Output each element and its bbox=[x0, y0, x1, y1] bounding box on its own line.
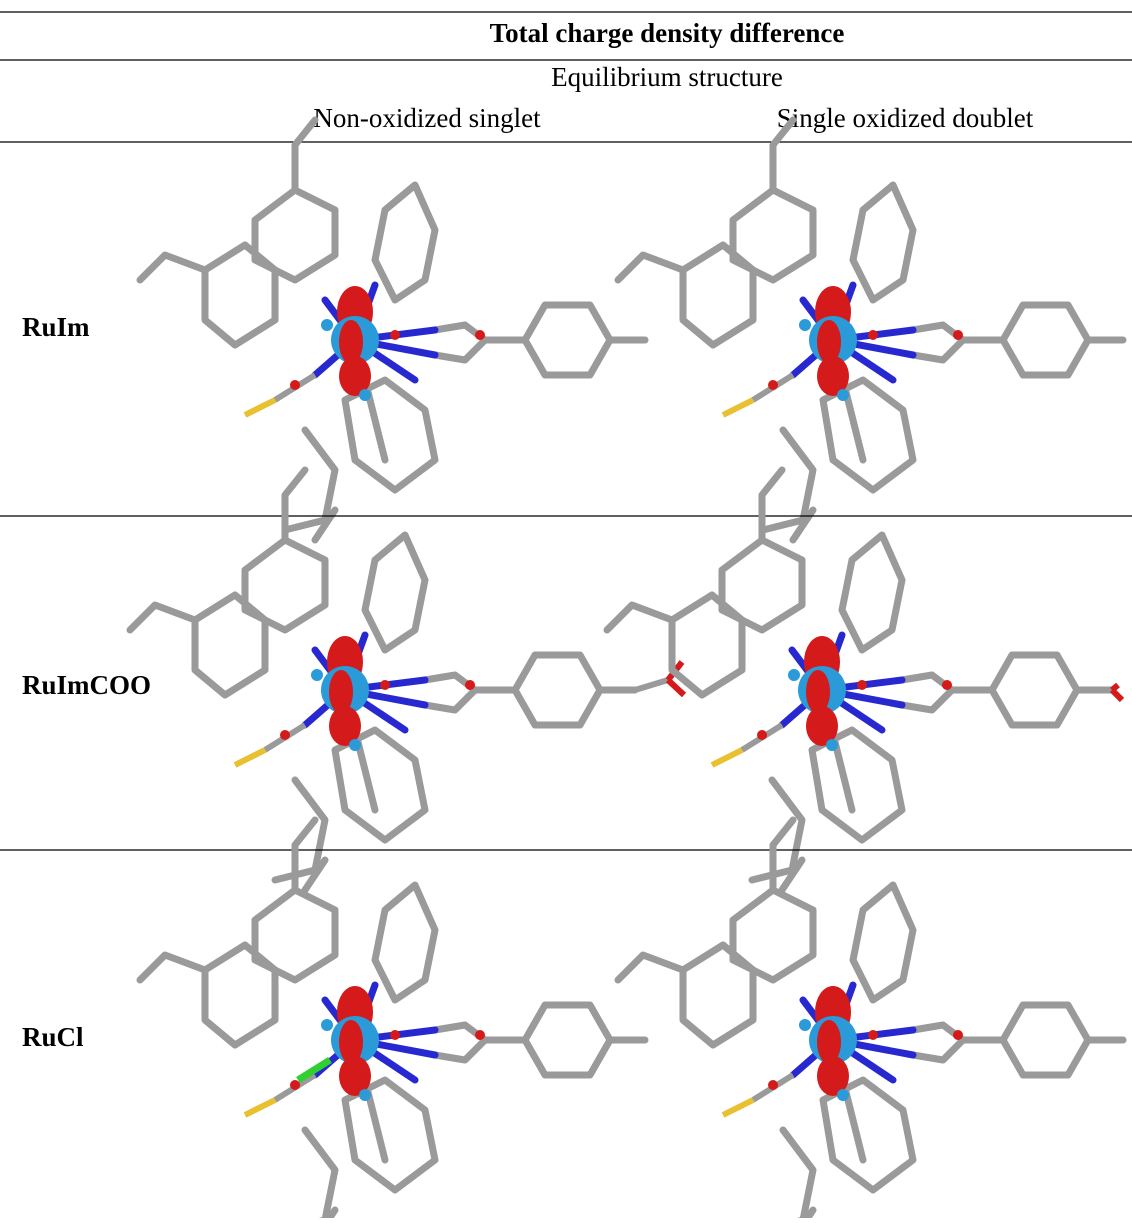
subtitle: Equilibrium structure bbox=[551, 62, 783, 92]
column-header: Single oxidized doublet bbox=[777, 103, 1034, 133]
molecule-image bbox=[140, 820, 645, 1218]
molecule-image bbox=[618, 120, 1123, 540]
molecule-image bbox=[618, 820, 1123, 1218]
table-title: Total charge density difference bbox=[490, 18, 845, 48]
column-header: Non-oxidized singlet bbox=[313, 103, 541, 133]
molecule-image bbox=[130, 470, 684, 890]
molecule-image bbox=[140, 120, 645, 540]
row-label: RuIm bbox=[22, 312, 90, 342]
page: Total charge density difference Equilibr… bbox=[0, 0, 1132, 1218]
molecule-image bbox=[607, 470, 1122, 890]
row-label: RuCl bbox=[22, 1022, 84, 1052]
row-label: RuImCOO bbox=[22, 670, 151, 700]
